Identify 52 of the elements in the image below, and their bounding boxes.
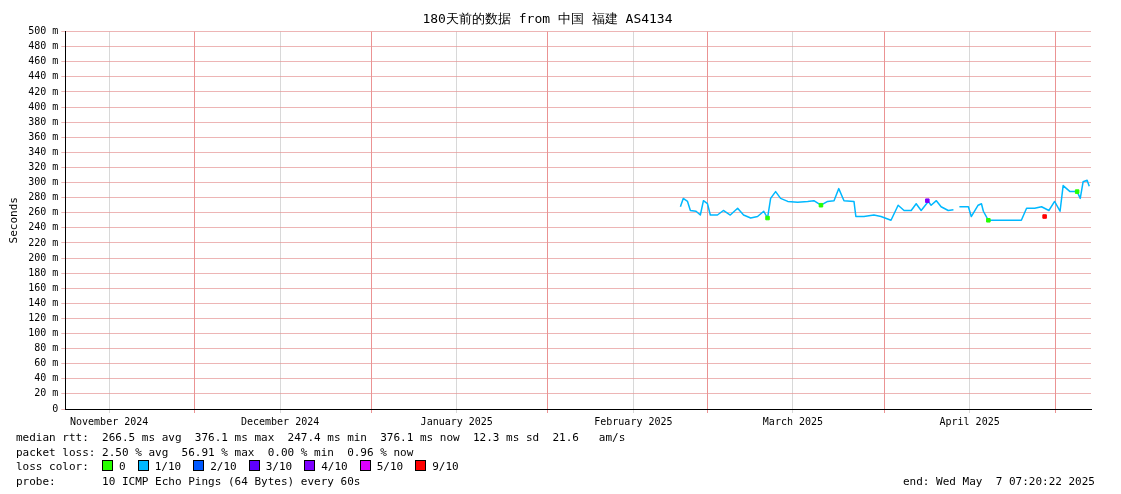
y-axis-title: Seconds <box>7 197 21 244</box>
y-tick-label: 220 m <box>28 236 59 248</box>
y-tick-label: 180 m <box>28 266 59 278</box>
y-tick-label: 140 m <box>28 296 59 308</box>
legend-label: 0 <box>118 460 126 473</box>
legend-label: 2/10 <box>209 460 237 473</box>
y-tick-label: 440 m <box>28 70 59 82</box>
y-tick-label: 100 m <box>28 327 59 339</box>
y-tick-label: 380 m <box>28 115 59 127</box>
y-tick-label: 480 m <box>28 40 59 52</box>
text: end: Wed May 7 07:20:22 2025 <box>902 474 1095 489</box>
point <box>1042 214 1047 219</box>
x-tick-label: February 2025 <box>594 415 673 427</box>
y-tick-label: 280 m <box>28 191 59 203</box>
y-tick-label: 260 m <box>28 206 59 218</box>
x-tick-label: December 2024 <box>240 415 320 427</box>
text: probe: 10 ICMP Echo Pings (64 Bytes) every 60s <box>16 474 361 488</box>
chart-title: 180天前的数据 from 中国 福建 AS4134 <box>422 11 673 27</box>
text: packet loss: 2.50 % avg 56.91 % max 0.00 % min 0.96 % now <box>16 445 415 460</box>
legend-label: 3/10 <box>264 460 293 473</box>
legend-label: 4/10 <box>320 460 348 473</box>
point <box>818 202 824 208</box>
x-tick-label: April 2025 <box>939 415 1000 427</box>
point <box>765 215 770 221</box>
x-tick-label: November 2024 <box>70 415 149 427</box>
point <box>986 218 991 223</box>
y-tick-label: 80 m <box>34 342 59 354</box>
y-tick-label: 20 m <box>34 387 59 399</box>
y-tick-label: 300 m <box>28 176 59 188</box>
point <box>925 198 930 203</box>
x-tick-label: January 2025 <box>420 415 493 427</box>
y-tick-label: 400 m <box>28 100 59 112</box>
y-tick-label: 500 m <box>28 25 59 37</box>
legend-label: 9/10 <box>431 460 459 473</box>
y-tick-label: 360 m <box>28 130 59 142</box>
y-tick-label: 240 m <box>28 221 59 233</box>
y-tick-label: 120 m <box>28 312 59 324</box>
y-tick-label: 0 <box>52 402 59 414</box>
legend-label: 5/10 <box>375 460 404 473</box>
point <box>1074 189 1080 194</box>
y-tick-label: 160 m <box>28 281 59 293</box>
y-tick-label: 60 m <box>34 357 59 369</box>
y-tick-label: 320 m <box>28 161 59 173</box>
y-tick-label: 460 m <box>28 55 59 67</box>
legend-title: loss color: <box>16 460 89 473</box>
y-tick-label: 420 m <box>28 85 59 97</box>
x-tick-label: March 2025 <box>762 415 824 427</box>
y-tick-label: 200 m <box>28 251 59 263</box>
y-tick-label: 340 m <box>28 145 59 157</box>
y-tick-label: 40 m <box>34 372 59 384</box>
text: median rtt: 266.5 ms avg 376.1 ms max 247.4 ms min 376.1 ms now 12.3 ms sd 21.6 am/s <box>16 431 627 446</box>
legend-label: 1/10 <box>153 460 182 473</box>
